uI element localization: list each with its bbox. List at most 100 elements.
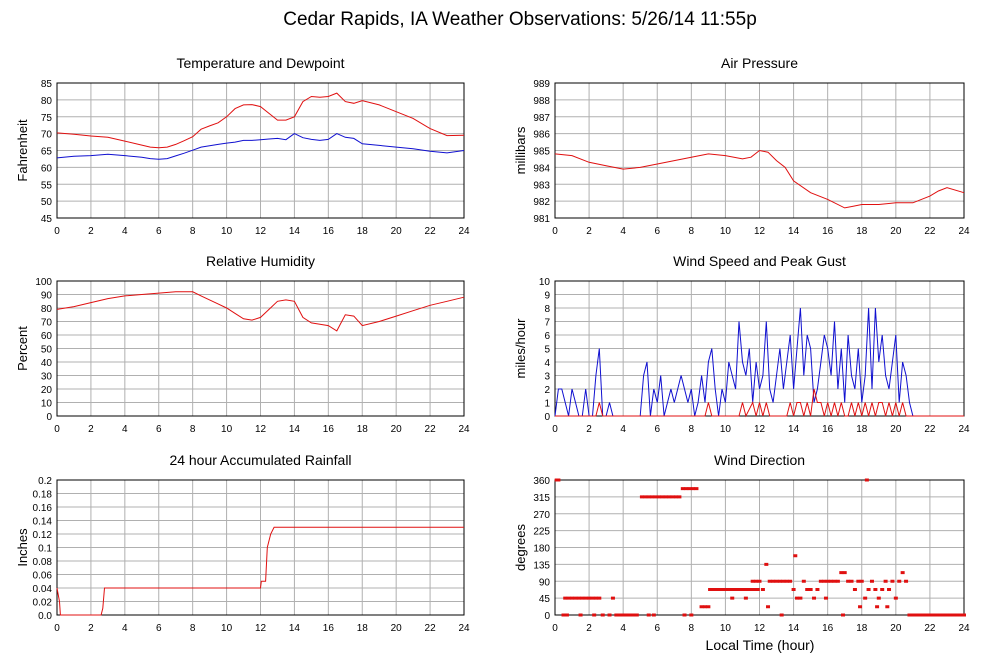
wind_direction-point	[673, 495, 678, 499]
wind_speed-y-tick-label: 0	[544, 412, 550, 423]
wind_direction-y-tick-label: 135	[533, 560, 550, 571]
wind_speed-x-tick-label: 12	[754, 424, 766, 435]
wind_speed-y-tick-label: 4	[544, 358, 550, 369]
wind_direction-point	[859, 579, 864, 583]
wind_direction-point	[742, 588, 747, 591]
wind_direction-x-tick-label: 8	[689, 623, 695, 634]
wind_direction-point	[791, 588, 796, 591]
rainfall-x-tick-label: 22	[425, 623, 437, 634]
wind_direction-x-tick-label: 2	[586, 623, 592, 634]
temperature-series-line-1	[56, 133, 465, 160]
wind_direction-point	[684, 487, 689, 491]
rainfall-x-tick-label: 18	[357, 623, 369, 634]
wind_direction-point	[754, 579, 759, 583]
wind_direction-point	[760, 588, 765, 591]
wind_direction-point	[735, 588, 740, 591]
temperature-y-tick-label: 55	[41, 180, 53, 191]
wind_direction-y-tick-label: 90	[539, 577, 551, 588]
page-title: Cedar Rapids, IA Weather Observations: 5…	[283, 9, 757, 30]
wind_direction-point	[752, 588, 757, 591]
wind_direction-x-tick-label: 20	[890, 623, 902, 634]
wind_direction-point	[580, 596, 585, 600]
pressure-series-line-0	[554, 149, 965, 209]
temperature-y-tick-label: 65	[41, 147, 53, 158]
pressure-y-tick-label: 988	[533, 96, 550, 107]
wind_direction-point	[825, 579, 830, 583]
wind_direction-x-tick-label: 0	[552, 623, 558, 634]
wind_direction-point	[564, 613, 569, 617]
pressure-plot-frame	[554, 82, 965, 219]
humidity-y-tick-label: 10	[41, 399, 53, 410]
wind_direction-point	[931, 613, 936, 617]
rainfall-x-tick-label: 0	[54, 623, 60, 634]
wind_direction-point	[730, 596, 735, 600]
wind_direction-point	[893, 596, 898, 600]
rainfall-x-tick-label: 4	[122, 623, 128, 634]
rainfall-y-tick-label: 0.18	[33, 490, 53, 501]
wind_speed-y-tick-label: 1	[544, 399, 550, 410]
wind_speed-x-tick-label: 6	[654, 424, 660, 435]
wind_direction-point	[718, 588, 723, 591]
wind_direction-point	[812, 596, 817, 600]
wind_direction-point	[660, 495, 665, 499]
wind_speed-x-tick-label: 0	[552, 424, 558, 435]
humidity-x-tick-label: 24	[458, 424, 470, 435]
wind_direction-point	[627, 613, 632, 617]
pressure-y-tick-label: 989	[533, 79, 550, 90]
temperature-x-tick-label: 10	[221, 226, 233, 237]
rainfall-y-tick-label: 0.0	[38, 611, 52, 622]
pressure-y-tick-label: 981	[533, 214, 550, 225]
wind_direction-point	[832, 579, 837, 583]
temperature-title: Temperature and Dewpoint	[176, 55, 344, 71]
wind_direction-y-tick-label: 270	[533, 510, 550, 521]
temperature-y-tick-label: 80	[41, 96, 53, 107]
wind_speed-series-line-1	[555, 388, 964, 418]
rainfall-x-tick-label: 24	[458, 623, 470, 634]
wind_direction-x-tick-label: 4	[620, 623, 626, 634]
wind_speed-x-tick-label: 10	[720, 424, 732, 435]
wind_direction-point	[829, 579, 834, 583]
wind_direction-point	[646, 613, 651, 617]
wind_direction-point	[958, 613, 963, 617]
wind_direction-point	[566, 596, 571, 600]
pressure-y-tick-label: 982	[533, 197, 550, 208]
wind_direction-y-tick-label: 360	[533, 476, 550, 487]
temperature-x-tick-label: 4	[122, 226, 128, 237]
wind_direction-point	[621, 613, 626, 617]
temperature-y-tick-label: 75	[41, 113, 53, 124]
humidity-y-tick-label: 60	[41, 331, 53, 342]
wind_direction-point	[864, 478, 869, 482]
wind_direction-point	[556, 478, 561, 482]
rainfall-y-tick-label: 0.14	[33, 517, 53, 528]
wind_direction-point	[934, 613, 939, 617]
wind_direction-y-tick-label: 225	[533, 527, 550, 538]
humidity-y-tick-label: 100	[35, 277, 52, 288]
wind_direction-point	[873, 588, 878, 591]
humidity-x-tick-label: 4	[122, 424, 128, 435]
humidity-series-line-0	[56, 291, 465, 332]
wind_direction-x-tick-label: 10	[720, 623, 732, 634]
wind_direction-point	[798, 596, 803, 600]
wind_direction-point	[670, 495, 675, 499]
wind_direction-y-axis-label: degrees	[513, 524, 528, 571]
pressure-x-tick-label: 8	[689, 226, 695, 237]
humidity-y-tick-label: 80	[41, 304, 53, 315]
wind_speed-x-tick-label: 16	[822, 424, 834, 435]
wind_direction-point	[607, 613, 612, 617]
pressure-title: Air Pressure	[721, 55, 798, 71]
wind_direction-point	[863, 596, 868, 600]
wind_direction-point	[587, 596, 592, 600]
pressure-x-tick-label: 14	[788, 226, 800, 237]
wind_direction-point	[687, 487, 692, 491]
wind_direction-point	[725, 588, 730, 591]
pressure-y-axis-label: millibars	[513, 126, 528, 174]
wind_direction-point	[885, 605, 890, 609]
wind_speed-y-tick-label: 9	[544, 291, 550, 302]
humidity-x-tick-label: 22	[425, 424, 437, 435]
wind_direction-point	[631, 613, 636, 617]
wind_speed-y-axis-label: miles/hour	[513, 318, 528, 379]
wind_direction-x-tick-label: 16	[822, 623, 834, 634]
